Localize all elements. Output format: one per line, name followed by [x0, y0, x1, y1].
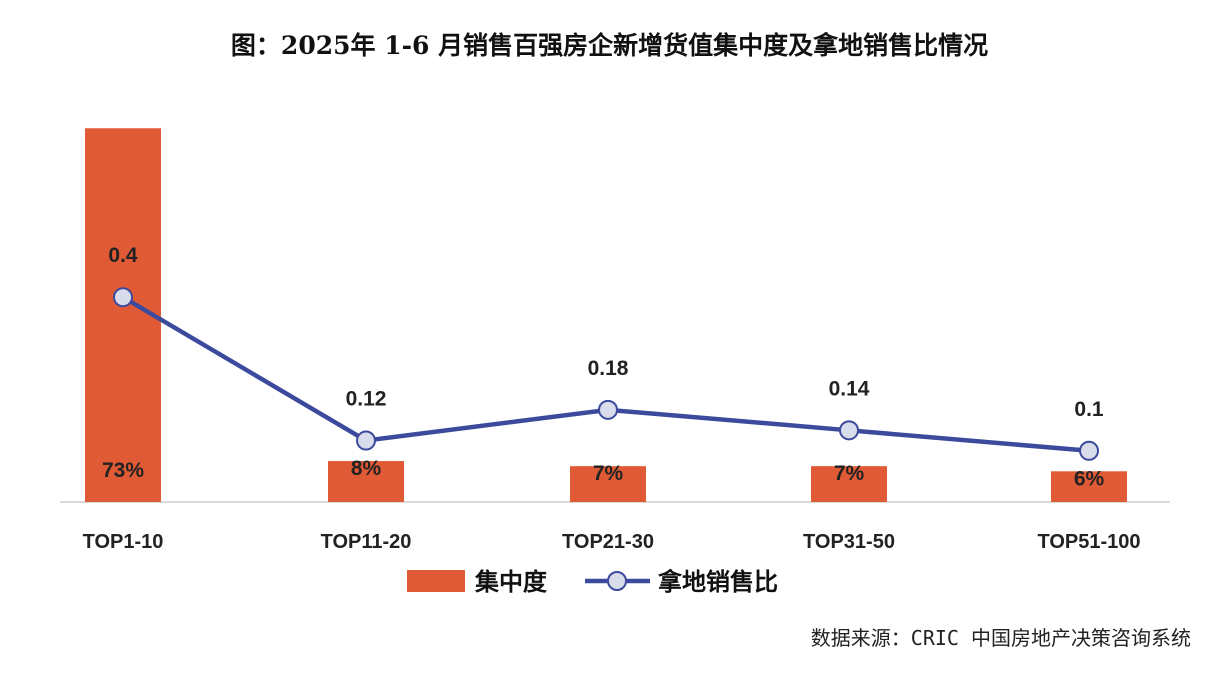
line-label: 0.14 [829, 377, 870, 400]
bar-TOP11-20 [328, 461, 404, 502]
data-source: 数据来源：CRIC 中国房地产决策咨询系统 [810, 626, 1191, 650]
legend-line-marker [607, 571, 627, 591]
x-tick-label: TOP1-10 [83, 531, 164, 553]
bar-label: 6% [1074, 467, 1105, 490]
line-label: 0.1 [1074, 398, 1104, 421]
line-label: 0.18 [588, 357, 629, 380]
line-point [356, 430, 376, 451]
legend-line-label: 拿地销售比 [658, 568, 778, 596]
legend-bar-label: 集中度 [474, 568, 548, 596]
line-point [113, 287, 133, 308]
line-point [839, 420, 859, 441]
line-label: 0.12 [346, 388, 387, 411]
bar-TOP1-10 [85, 128, 161, 503]
line-point [598, 399, 618, 420]
bar-TOP51-100 [1051, 471, 1127, 502]
x-tick-label: TOP11-20 [321, 531, 412, 553]
bar-TOP31-50 [811, 466, 887, 502]
line-point [1079, 440, 1099, 461]
x-tick-label: TOP31-50 [803, 531, 895, 553]
bar-label: 7% [834, 462, 865, 485]
legend-bar-swatch [407, 570, 465, 592]
bar-label: 7% [593, 462, 624, 485]
chart-title: 图：2025年 1-6 月销售百强房企新增货值集中度及拿地销售比情况 [230, 31, 989, 60]
bar-label: 8% [351, 457, 382, 480]
bar-label: 73% [102, 459, 144, 482]
line-label: 0.4 [108, 244, 138, 267]
bar-TOP21-30 [570, 466, 646, 502]
x-tick-label: TOP51-100 [1037, 531, 1140, 553]
x-tick-label: TOP21-30 [562, 531, 654, 553]
